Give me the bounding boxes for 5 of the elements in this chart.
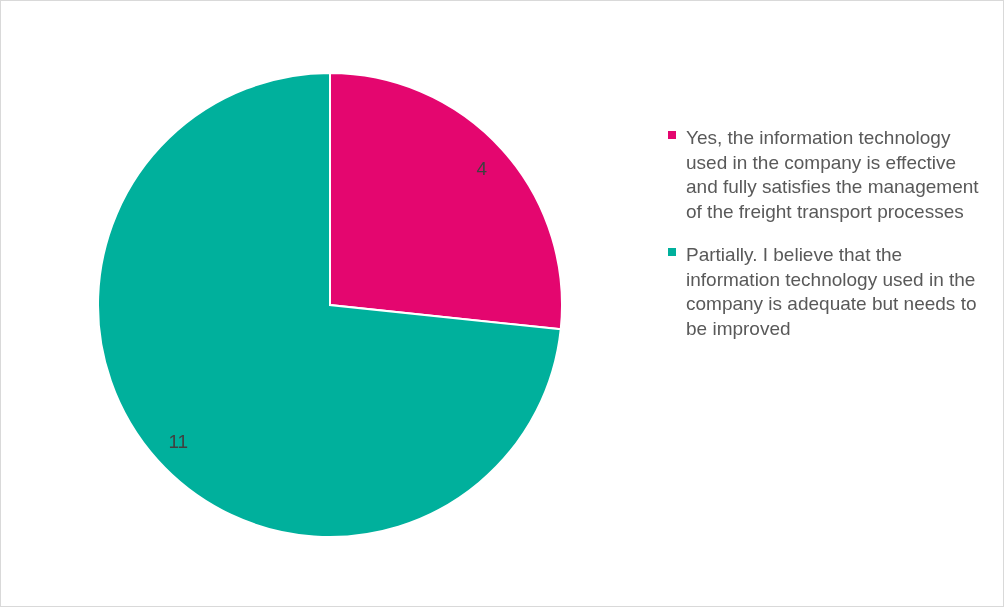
legend-label: Partially. I believe that the information technology used in the company is adequate but needs to be improved bbox=[686, 243, 977, 338]
data-label: 11 bbox=[168, 431, 189, 453]
pie-slice bbox=[97, 72, 562, 538]
data-label: 4 bbox=[476, 157, 488, 179]
legend-label: Yes, the information technology used in the company is effective and fully satisfies the management of the freight transport processes bbox=[686, 126, 980, 221]
